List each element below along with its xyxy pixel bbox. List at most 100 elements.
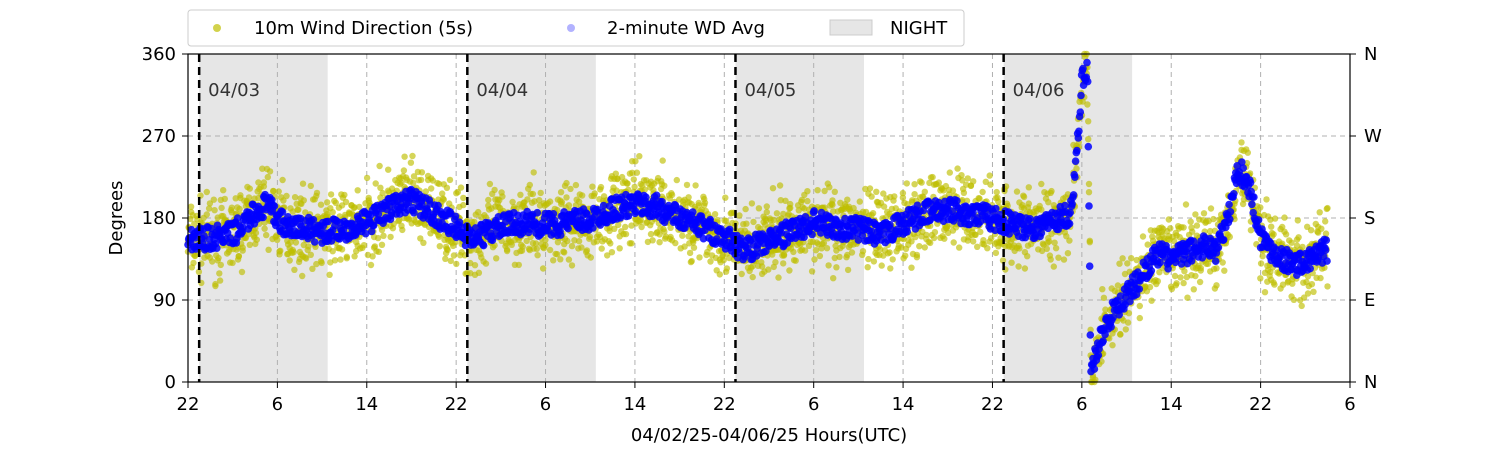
wd-avg-point xyxy=(1198,253,1207,262)
y-axis-label: Degrees xyxy=(106,181,127,256)
wind-direction-point xyxy=(1136,314,1144,322)
wind-direction-point xyxy=(804,197,811,205)
wind-direction-point xyxy=(716,271,723,278)
wd-avg-point xyxy=(233,214,242,222)
wind-direction-point xyxy=(1244,149,1252,156)
wd-avg-point xyxy=(1074,134,1083,142)
wind-direction-point xyxy=(772,259,779,266)
wind-direction-point xyxy=(1066,237,1073,244)
wind-direction-point xyxy=(1192,211,1199,218)
wind-direction-point xyxy=(557,256,564,263)
legend-label-wd-avg: 2-minute WD Avg xyxy=(607,18,765,39)
wind-direction-point xyxy=(1109,342,1116,349)
wd-avg-point xyxy=(369,221,378,230)
wind-direction-point xyxy=(523,237,530,245)
wd-avg-point xyxy=(455,218,464,226)
wind-direction-point xyxy=(673,176,680,184)
compass-tick-label: N xyxy=(1364,372,1377,393)
wind-direction-point xyxy=(993,188,1000,196)
compass-tick-label: N xyxy=(1364,44,1377,65)
wind-direction-point xyxy=(211,207,218,214)
wind-direction-point xyxy=(253,236,260,243)
wind-direction-point xyxy=(649,237,656,244)
wd-avg-point xyxy=(992,204,1000,213)
wind-direction-point xyxy=(526,181,533,189)
wind-direction-point xyxy=(773,210,781,217)
wind-direction-point xyxy=(376,162,383,170)
wind-direction-point xyxy=(816,252,824,260)
wind-direction-point xyxy=(1180,224,1187,231)
wind-direction-point xyxy=(696,254,703,261)
wd-avg-point xyxy=(259,213,267,222)
wind-direction-point xyxy=(405,214,412,222)
wind-direction-point xyxy=(1016,245,1023,252)
wind-direction-point xyxy=(215,254,222,262)
wind-direction-point xyxy=(546,198,554,205)
wind-direction-point xyxy=(1189,228,1196,235)
wind-direction-point xyxy=(300,197,307,204)
wind-direction-point xyxy=(826,184,833,191)
wd-avg-point xyxy=(1164,265,1172,273)
wind-direction-point xyxy=(1197,264,1205,272)
wind-direction-point xyxy=(499,193,506,200)
wind-direction-point xyxy=(369,253,376,260)
wind-direction-point xyxy=(446,176,454,184)
wind-direction-point xyxy=(1008,259,1015,266)
wind-direction-point xyxy=(586,233,594,241)
wind-direction-point xyxy=(550,257,557,264)
legend: 10m Wind Direction (5s) 2-minute WD Avg … xyxy=(187,9,965,47)
wd-avg-point xyxy=(725,225,734,234)
wd-avg-point xyxy=(1246,178,1255,187)
wind-direction-point xyxy=(769,185,777,192)
wind-direction-point xyxy=(941,235,948,242)
wind-direction-point xyxy=(305,243,312,250)
wind-direction-point xyxy=(1299,243,1306,251)
wind-direction-point xyxy=(503,246,511,253)
wind-direction-point xyxy=(604,252,611,259)
wind-direction-point xyxy=(963,197,971,204)
day-label: 04/05 xyxy=(744,80,796,101)
wind-direction-point xyxy=(607,240,614,247)
wind-direction-point xyxy=(221,195,228,203)
wind-direction-point xyxy=(902,252,909,259)
wd-avg-point xyxy=(1086,331,1095,339)
wind-direction-point xyxy=(829,197,836,204)
wind-direction-point xyxy=(447,257,454,265)
wind-direction-point xyxy=(1047,256,1054,263)
wind-direction-point xyxy=(270,187,277,195)
wd-avg-point xyxy=(309,216,318,224)
wind-direction-point xyxy=(440,196,447,203)
wind-direction-point xyxy=(859,248,867,255)
wind-direction-point xyxy=(238,268,246,276)
wind-direction-point xyxy=(1013,188,1021,195)
wind-direction-point xyxy=(409,152,416,160)
wd-avg-point xyxy=(953,196,961,205)
wd-avg-point xyxy=(549,210,558,218)
x-tick-label: 22 xyxy=(981,394,1004,415)
compass-tick-label: W xyxy=(1364,126,1382,147)
wind-direction-point xyxy=(1308,281,1316,288)
wind-direction-point xyxy=(1087,326,1094,333)
wind-direction-point xyxy=(1259,253,1266,260)
wind-direction-point xyxy=(970,178,977,185)
wind-direction-point xyxy=(749,262,756,270)
wind-direction-point xyxy=(331,257,339,264)
wd-avg-point xyxy=(1296,249,1304,258)
wind-direction-point xyxy=(612,170,619,177)
wind-direction-point xyxy=(1304,290,1312,297)
wind-direction-point xyxy=(930,234,938,242)
wind-direction-point xyxy=(1210,215,1217,223)
wd-avg-point xyxy=(913,201,922,210)
wd-avg-point xyxy=(1076,108,1085,116)
wind-direction-point xyxy=(1288,239,1295,246)
wd-avg-point xyxy=(1101,330,1109,339)
wind-direction-point xyxy=(539,265,547,272)
wind-direction-point xyxy=(681,243,688,250)
wind-direction-point xyxy=(1073,165,1080,172)
wind-direction-point xyxy=(844,266,852,274)
x-tick-label: 22 xyxy=(713,394,736,415)
wind-direction-point xyxy=(444,246,451,254)
wind-direction-point xyxy=(722,194,729,201)
wind-direction-point xyxy=(1324,204,1331,212)
wind-direction-point xyxy=(418,169,426,176)
